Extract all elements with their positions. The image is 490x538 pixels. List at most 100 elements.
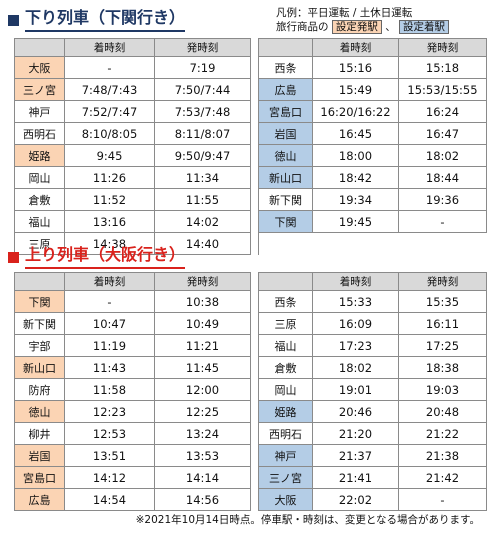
column-gap: [250, 232, 259, 255]
timetable-row: 西明石 8:10/8:05 8:11/8:07 岩国 16:45 16:47: [14, 122, 487, 145]
departure-time: 7:50/7:44: [154, 78, 251, 101]
arrival-time: 21:41: [312, 466, 399, 489]
timetable-row: 神戸 7:52/7:47 7:53/7:48 宮島口 16:20/16:22 16:24: [14, 100, 487, 123]
station-name: 神戸: [14, 100, 65, 123]
arrival-time: 11:43: [64, 356, 155, 379]
column-gap: [250, 356, 259, 379]
station-name: 大阪: [14, 56, 65, 79]
column-gap: [250, 188, 259, 211]
header-station: [14, 38, 65, 57]
column-gap: [250, 466, 259, 489]
arrival-time: 11:52: [64, 188, 155, 211]
arrival-time: 13:51: [64, 444, 155, 467]
timetable-row: 福山 13:16 14:02 下関 19:45-: [14, 210, 487, 233]
column-gap: [250, 56, 259, 79]
down-title-text: 下り列車（下関行き）: [25, 8, 186, 32]
arrival-time: 18:02: [312, 356, 399, 379]
departure-time: 21:38: [398, 444, 487, 467]
station-name: 倉敷: [258, 356, 313, 379]
timetable-row: 大阪 -7:19 西条 15:16 15:18: [14, 56, 487, 79]
empty-cell: [399, 233, 487, 255]
station-name: 三原: [14, 232, 65, 255]
up-header-row: 着時刻 発時刻 着時刻 発時刻: [14, 272, 487, 291]
departure-time: 9:50/9:47: [154, 144, 251, 167]
arrival-time: 20:46: [312, 400, 399, 423]
arrival-time: 14:54: [64, 488, 155, 511]
column-gap: [250, 100, 259, 123]
down-train-title: 下り列車（下関行き）: [8, 8, 186, 32]
title-square-marker: [8, 251, 19, 263]
header-depart: 発時刻: [154, 272, 251, 291]
departure-time: 15:53/15:55: [398, 78, 487, 101]
legend-line-2: 旅行商品の 設定発駅 、 設定着駅: [276, 20, 450, 34]
timetable-row: 姫路 9:45 9:50/9:47 徳山 18:00 18:02: [14, 144, 487, 167]
station-name: 福山: [258, 334, 313, 357]
header-station: [14, 272, 65, 291]
timetable-row: 徳山 12:23 12:25 姫路 20:46 20:48: [14, 400, 487, 423]
arrival-time: 16:09: [312, 312, 399, 335]
station-name: 姫路: [14, 144, 65, 167]
timetable-row: 三ノ宮 7:48/7:43 7:50/7:44 広島 15:49 15:53/15:55: [14, 78, 487, 101]
arrival-time: 22:02: [312, 488, 399, 511]
departure-time: 15:35: [398, 290, 487, 313]
timetable-row: 岩国 13:51 13:53 神戸 21:37 21:38: [14, 444, 487, 467]
station-name: 宮島口: [14, 466, 65, 489]
departure-time: 15:18: [398, 56, 487, 79]
departure-time: 18:02: [398, 144, 487, 167]
legend-line-1: 凡例：平日運転 / 土休日運転: [276, 7, 413, 19]
departure-time: 14:40: [154, 232, 251, 255]
arrival-time: -: [64, 290, 155, 313]
departure-time: 18:38: [398, 356, 487, 379]
arrival-time: -: [64, 56, 155, 79]
departure-time: -: [398, 210, 487, 233]
arrival-time: 11:19: [64, 334, 155, 357]
arrival-time: 7:48/7:43: [64, 78, 155, 101]
departure-time: -: [398, 488, 487, 511]
departure-time: 7:53/7:48: [154, 100, 251, 123]
timetable-row: 防府 11:58 12:00 岡山 19:01 19:03: [14, 378, 487, 401]
arrival-time: 16:20/16:22: [312, 100, 399, 123]
down-timetable: 着時刻 発時刻 着時刻 発時刻 大阪 -7:19 西条 15:16 15:18 三ノ宮 7:…: [14, 38, 487, 255]
column-gap: [250, 400, 259, 423]
station-name: 広島: [258, 78, 313, 101]
arrival-time: 16:45: [312, 122, 399, 145]
arrival-time: 19:34: [312, 188, 399, 211]
legend-separator: 、: [385, 21, 396, 33]
departure-time: 20:48: [398, 400, 487, 423]
header-depart: 発時刻: [398, 38, 487, 57]
station-name: 新山口: [14, 356, 65, 379]
column-gap: [250, 488, 259, 511]
departure-time: 11:55: [154, 188, 251, 211]
column-gap: [250, 122, 259, 145]
departure-time: 10:38: [154, 290, 251, 313]
column-gap: [250, 78, 259, 101]
station-name: 防府: [14, 378, 65, 401]
departure-time: 18:44: [398, 166, 487, 189]
down-header-row: 着時刻 発時刻 着時刻 発時刻: [14, 38, 487, 57]
column-gap: [250, 210, 259, 233]
column-gap: [250, 444, 259, 467]
station-name: 三ノ宮: [14, 78, 65, 101]
arrival-time: 21:37: [312, 444, 399, 467]
departure-time: 19:36: [398, 188, 487, 211]
departure-time: 13:53: [154, 444, 251, 467]
station-name: 三原: [258, 312, 313, 335]
up-train-title: 上り列車（大阪行き）: [8, 245, 186, 269]
timetable-row: 柳井 12:53 13:24 西明石 21:20 21:22: [14, 422, 487, 445]
station-name: 徳山: [258, 144, 313, 167]
station-name: 下関: [14, 290, 65, 313]
departure-time: 16:47: [398, 122, 487, 145]
arrival-time: 19:01: [312, 378, 399, 401]
arrival-time: 19:45: [312, 210, 399, 233]
station-name: 大阪: [258, 488, 313, 511]
station-name: 倉敷: [14, 188, 65, 211]
station-name: 西条: [258, 290, 313, 313]
station-name: 三ノ宮: [258, 466, 313, 489]
legend-departure-station: 設定発駅: [331, 20, 382, 34]
arrival-time: 7:52/7:47: [64, 100, 155, 123]
station-name: 宇部: [14, 334, 65, 357]
departure-time: 19:03: [398, 378, 487, 401]
arrival-time: 15:33: [312, 290, 399, 313]
departure-time: 13:24: [154, 422, 251, 445]
station-name: 柳井: [14, 422, 65, 445]
